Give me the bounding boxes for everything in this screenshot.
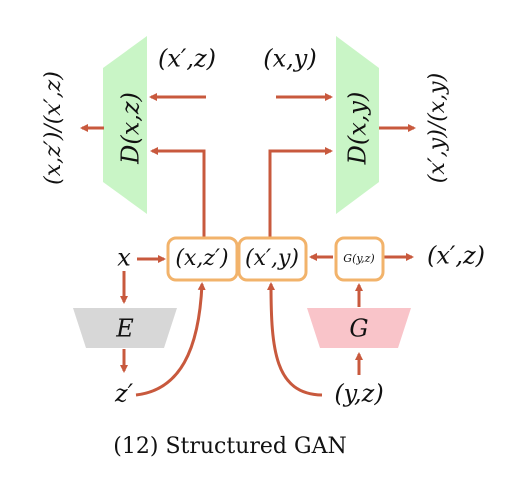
- discriminator-left-label: D(x,z): [117, 92, 145, 165]
- box-x-zprime-label: (x,z′): [175, 246, 228, 271]
- box-x-zprime: [166, 236, 239, 282]
- generator-shape: [307, 308, 411, 348]
- box-xprime-y: [237, 236, 308, 282]
- box-g-yz: [334, 236, 385, 282]
- box-g-yz-label: G(y,z): [343, 252, 374, 265]
- box-xprime-y-label: (x′,y): [245, 246, 299, 271]
- arrow-box-xz-to-d-left: [150, 147, 206, 240]
- encoder-shape: [73, 308, 177, 348]
- text-x: x: [117, 244, 131, 272]
- text-z-prime: z′: [114, 380, 134, 408]
- text-yz: (y,z): [334, 380, 383, 408]
- arrow-z-to-box-xz: [135, 282, 206, 397]
- arrow-box-xy-to-d-right: [268, 147, 333, 240]
- text-output-left: (x,z′)/(x′,z): [41, 71, 66, 185]
- discriminator-right-label: D(x,y): [344, 92, 372, 166]
- caption: (12) Structured GAN: [113, 434, 346, 459]
- text-output-right: (x′,y)/(x,y): [425, 73, 450, 183]
- generator-label: G: [349, 315, 368, 343]
- arrow-yz-to-box-xy: [267, 282, 323, 397]
- encoder-label: E: [115, 315, 134, 343]
- discriminator-left-shape: [103, 36, 147, 214]
- text-input-right: (x,y): [263, 45, 316, 73]
- discriminator-right-shape: [336, 36, 379, 214]
- text-xprime-z-out: (x′,z): [427, 242, 485, 270]
- text-input-left: (x′,z): [158, 45, 216, 73]
